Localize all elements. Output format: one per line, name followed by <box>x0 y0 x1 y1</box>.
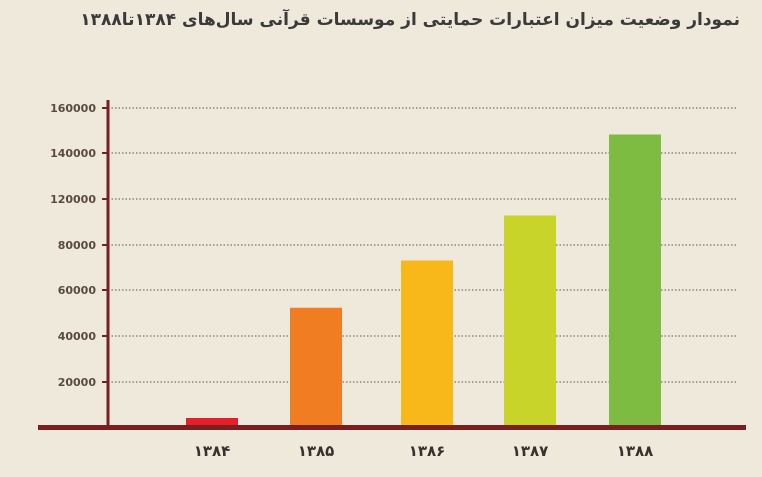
bar-2 <box>290 307 342 427</box>
x-tick-label: ۱۳۸۵ <box>298 442 335 460</box>
y-tick-label: 80000 <box>58 239 97 252</box>
y-tick-label: 160000 <box>50 102 96 115</box>
bars <box>38 134 746 430</box>
x-tick-label: ۱۳۸۶ <box>409 442 446 460</box>
y-axis: 20000 40000 60000 80000 120000 140000 160000 <box>50 100 110 427</box>
x-axis-line <box>38 425 746 430</box>
x-tick-label: ۱۳۸۸ <box>617 442 654 460</box>
x-tick-label: ۱۳۸۷ <box>512 442 549 460</box>
x-axis-labels: ۱۳۸۴ ۱۳۸۵ ۱۳۸۶ ۱۳۸۷ ۱۳۸۸ <box>194 442 654 460</box>
y-tick-label: 120000 <box>50 193 96 206</box>
y-tick-label: 40000 <box>58 330 97 343</box>
y-tick-label: 60000 <box>58 284 97 297</box>
chart-title: نمودار وضعیت میزان اعتبارات حمایتی از مو… <box>80 10 740 30</box>
y-tick-label: 20000 <box>58 376 97 389</box>
bar-3 <box>401 260 453 427</box>
x-tick-label: ۱۳۸۴ <box>194 442 231 460</box>
y-tick-label: 140000 <box>50 147 96 160</box>
bar-5 <box>609 134 661 427</box>
bar-1 <box>186 418 238 427</box>
bar-4 <box>504 215 556 427</box>
